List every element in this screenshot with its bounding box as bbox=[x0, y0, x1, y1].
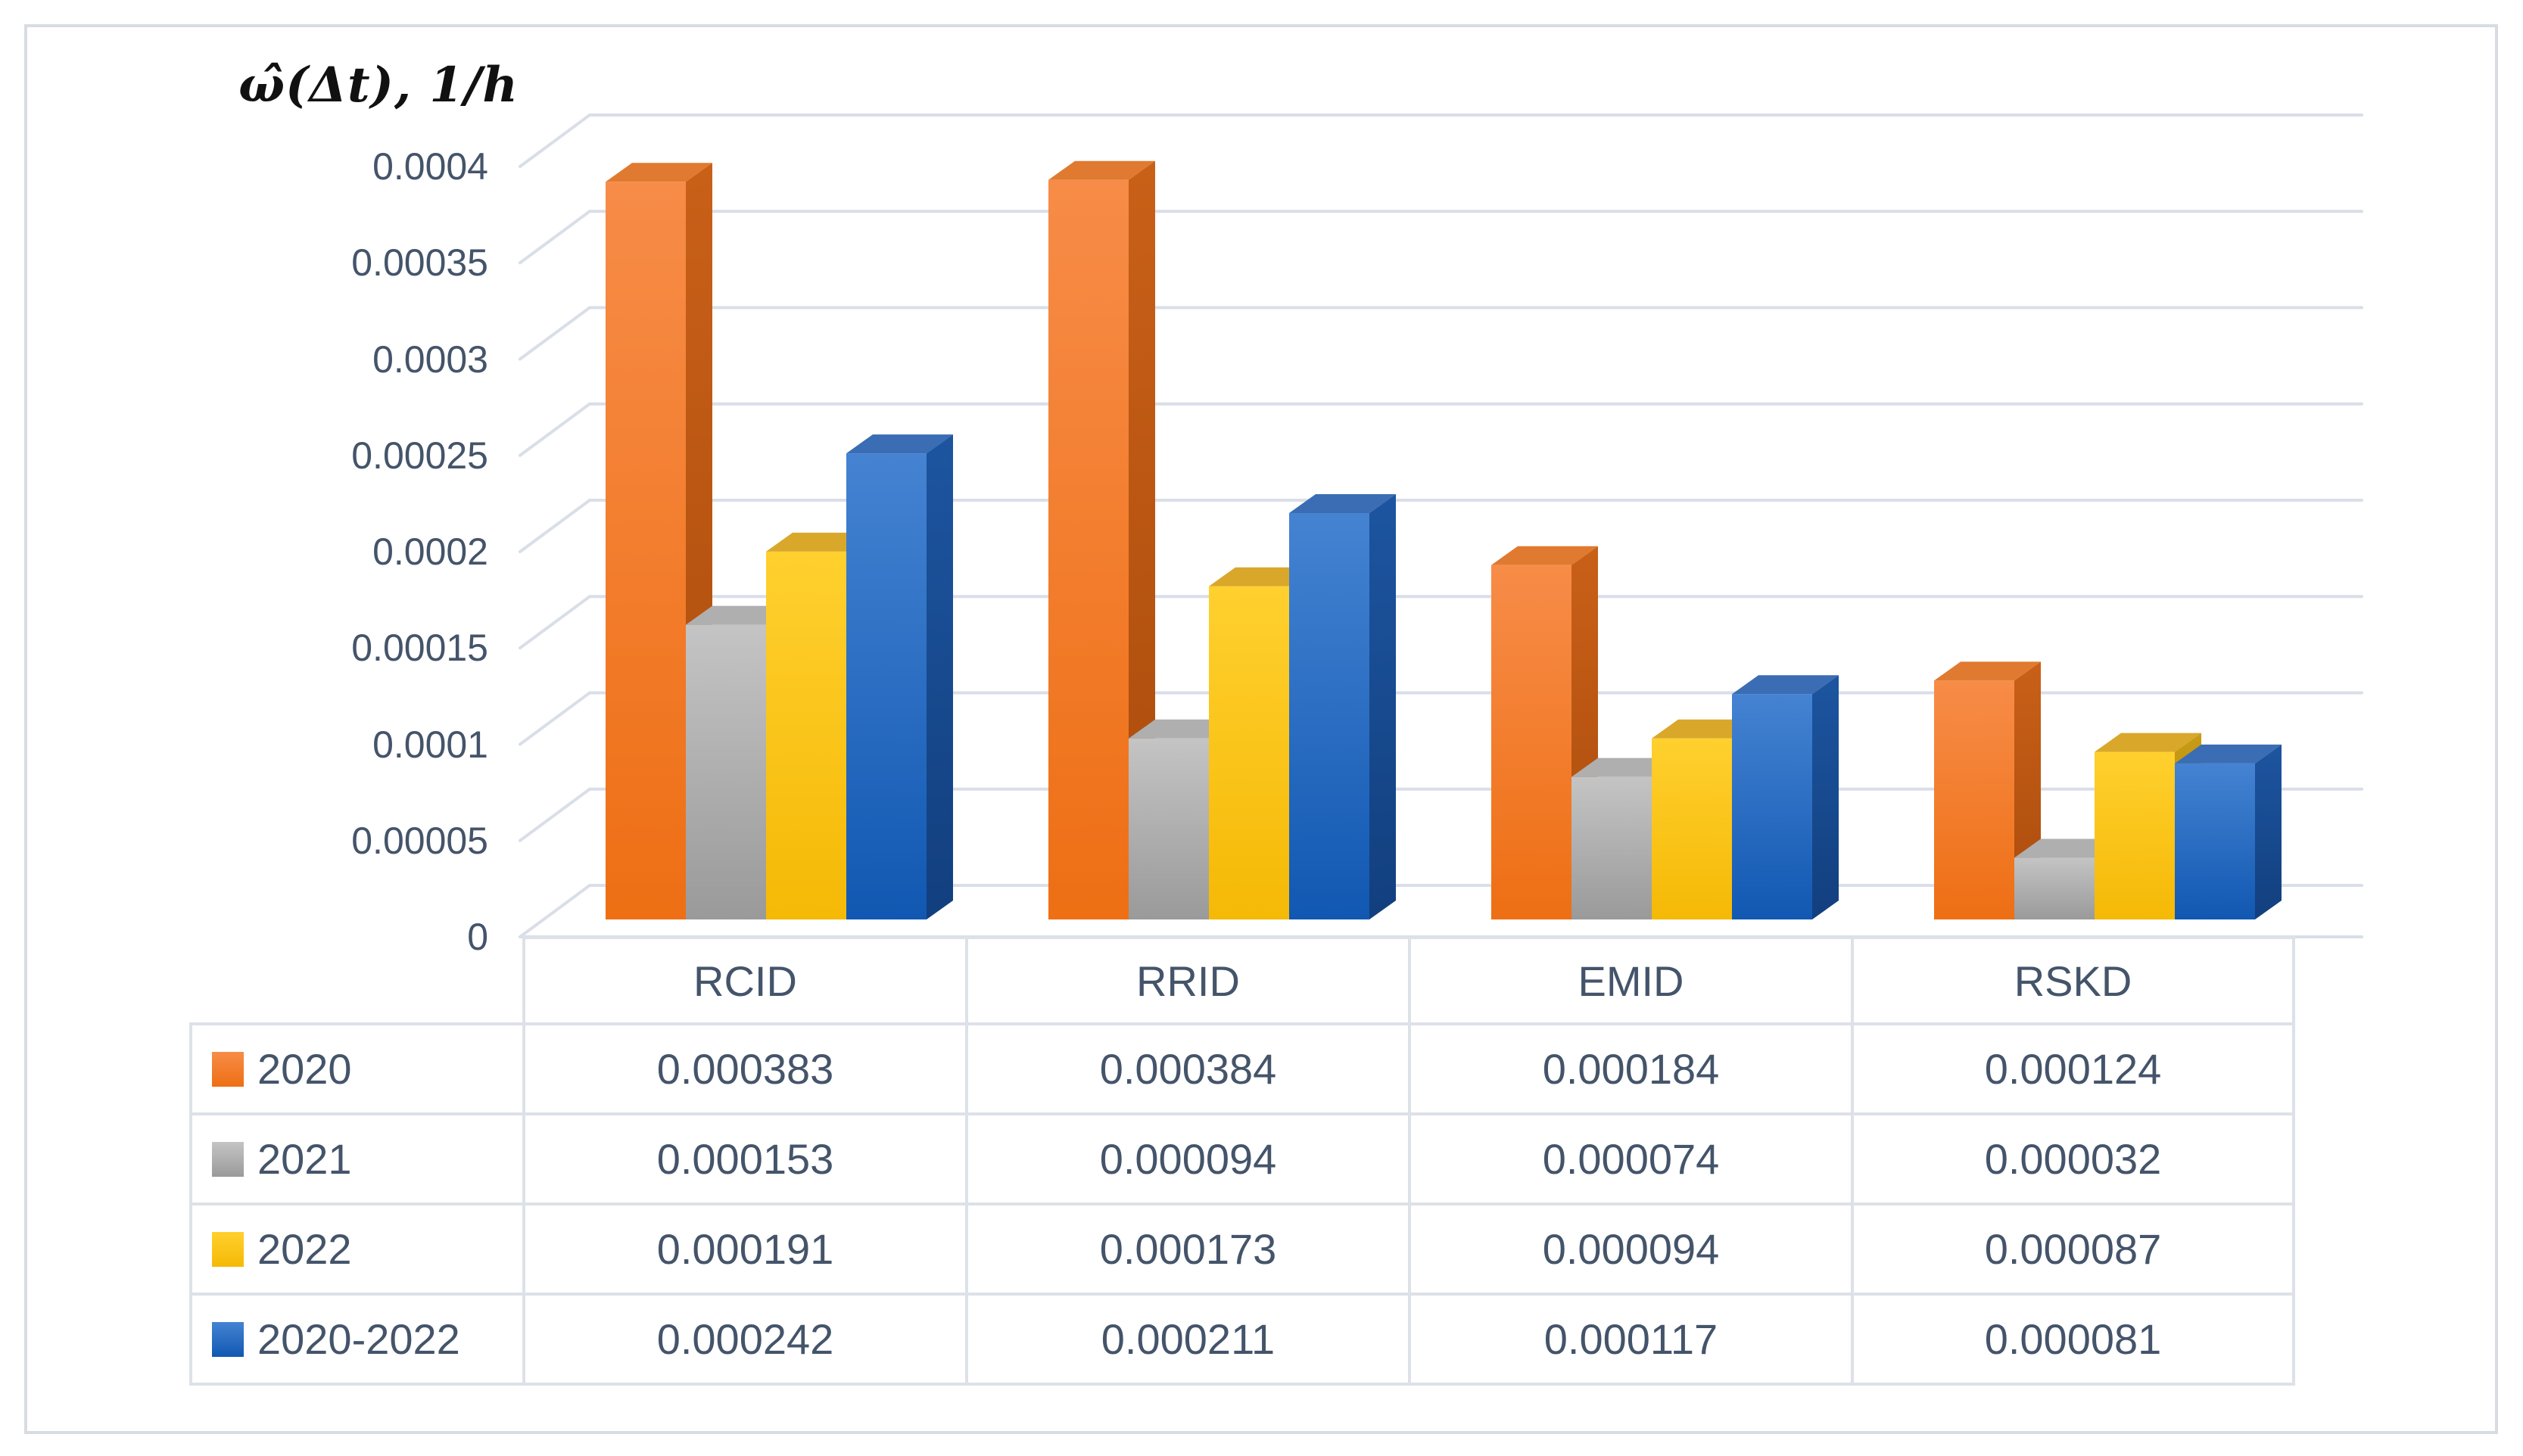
gridline-diagonal-0.0001 bbox=[519, 691, 591, 746]
bar-top-2022-RRID bbox=[1209, 567, 1316, 586]
table-row-2022: 2022 0.000191 0.000173 0.000094 0.000087 bbox=[189, 1202, 2295, 1296]
bar-2020-2022-RCID bbox=[846, 453, 927, 919]
legend-label-2020-2022: 2020-2022 bbox=[257, 1315, 460, 1363]
bar-2020-2022-RRID bbox=[1289, 513, 1369, 919]
table-corner-empty bbox=[191, 938, 524, 1024]
bar-top-2021-RSKD bbox=[2014, 838, 2121, 858]
bar-2020-2022-RSKD bbox=[2175, 763, 2255, 919]
bar-top-2022-RCID bbox=[766, 532, 873, 552]
value-cell-2021-RSKD: 0.000032 bbox=[1851, 1112, 2295, 1206]
bar-top-2020-RSKD bbox=[1934, 661, 2041, 681]
bar-2021-EMID bbox=[1571, 776, 1652, 919]
legend-swatch-2020-2022 bbox=[212, 1321, 244, 1357]
bar-2021-RCID bbox=[686, 624, 766, 919]
value-cell-2021-RCID: 0.000153 bbox=[522, 1112, 968, 1206]
table-header-row: RCID RRID EMID RSKD bbox=[191, 936, 2295, 1025]
legend-label-2020: 2020 bbox=[257, 1045, 352, 1093]
gridline-diagonal-0.0002 bbox=[519, 499, 591, 553]
bar-top-2020-2022-EMID bbox=[1732, 675, 1839, 695]
bar-2020-RSKD bbox=[1934, 680, 2014, 919]
y-tick-label-0.00005: 0.00005 bbox=[351, 819, 488, 862]
value-cell-2022-RRID: 0.000173 bbox=[965, 1202, 1411, 1296]
table-row-2020: 2020 0.000383 0.000384 0.000184 0.000124 bbox=[189, 1022, 2295, 1115]
column-header-RSKD: RSKD bbox=[1851, 936, 2295, 1025]
gridline-diagonal-0.0003 bbox=[519, 306, 591, 361]
y-tick-label-0.00015: 0.00015 bbox=[351, 627, 488, 670]
bar-side-2020-2022-RSKD bbox=[2255, 744, 2282, 919]
bar-side-2020-2022-RRID bbox=[1369, 494, 1396, 919]
gridline-diagonal-0.00035 bbox=[519, 210, 591, 265]
gridline-diagonal-0.0004 bbox=[519, 114, 591, 168]
value-cell-2020-EMID: 0.000184 bbox=[1408, 1022, 1854, 1115]
legend-label-2022: 2022 bbox=[257, 1225, 352, 1273]
bar-top-2020-2022-RSKD bbox=[2175, 744, 2282, 764]
value-cell-2020-2022-EMID: 0.000117 bbox=[1408, 1293, 1854, 1386]
column-header-RCID: RCID bbox=[522, 936, 968, 1025]
gridline-diagonal-0 bbox=[519, 884, 591, 938]
table-row-2020-2022: 2020-2022 0.000242 0.000211 0.000117 0.00008… bbox=[189, 1293, 2295, 1386]
value-cell-2020-RSKD: 0.000124 bbox=[1851, 1022, 2295, 1115]
value-cell-2022-RCID: 0.000191 bbox=[522, 1202, 968, 1296]
bar-2022-RRID bbox=[1209, 586, 1289, 919]
y-tick-label-0.0001: 0.0001 bbox=[372, 723, 488, 766]
gridline-diagonal-0.00005 bbox=[519, 787, 591, 842]
legend-cell-2020: 2020 bbox=[189, 1022, 525, 1115]
bar-top-2020-2022-RCID bbox=[846, 434, 953, 454]
bar-2020-RCID bbox=[606, 182, 686, 919]
value-cell-2022-RSKD: 0.000087 bbox=[1851, 1202, 2295, 1296]
legend-label-2021: 2021 bbox=[257, 1135, 352, 1183]
bar-top-2021-RRID bbox=[1129, 719, 1235, 739]
legend-cell-2020-2022: 2020-2022 bbox=[189, 1293, 525, 1386]
value-cell-2020-2022-RCID: 0.000242 bbox=[522, 1293, 968, 1386]
bar-top-2020-2022-RRID bbox=[1289, 494, 1396, 514]
legend-swatch-2022 bbox=[212, 1231, 244, 1267]
bar-2022-RCID bbox=[766, 551, 846, 919]
bar-top-2020-RCID bbox=[606, 163, 712, 182]
bar-side-2020-2022-EMID bbox=[1812, 675, 1839, 919]
bar-top-2021-RCID bbox=[686, 605, 793, 625]
value-cell-2020-2022-RRID: 0.000211 bbox=[965, 1293, 1411, 1386]
bar-2020-RRID bbox=[1048, 179, 1129, 920]
value-cell-2020-2022-RSKD: 0.000081 bbox=[1851, 1293, 2295, 1386]
bar-side-2020-2022-RCID bbox=[927, 434, 953, 919]
data-table: RCID RRID EMID RSKD 2020 0.000383 0.000384 0.00… bbox=[189, 936, 2295, 1386]
column-header-EMID: EMID bbox=[1408, 936, 1854, 1025]
y-axis-title: ω̂(Δt), 1/h bbox=[238, 57, 519, 114]
legend-cell-2022: 2022 bbox=[189, 1202, 525, 1296]
y-tick-label-0.0003: 0.0003 bbox=[372, 338, 488, 381]
legend-swatch-2021 bbox=[212, 1141, 244, 1177]
bar-2022-EMID bbox=[1652, 738, 1732, 919]
value-cell-2022-EMID: 0.000094 bbox=[1408, 1202, 1854, 1296]
y-tick-label-0.0002: 0.0002 bbox=[372, 530, 488, 573]
bar-2020-EMID bbox=[1491, 565, 1571, 919]
value-cell-2020-RRID: 0.000384 bbox=[965, 1022, 1411, 1115]
legend-swatch-2020 bbox=[212, 1051, 244, 1087]
bar-top-2022-RSKD bbox=[2095, 733, 2201, 752]
y-tick-label-0.0004: 0.0004 bbox=[372, 145, 488, 188]
bar-2021-RRID bbox=[1129, 738, 1209, 919]
value-cell-2021-RRID: 0.000094 bbox=[965, 1112, 1411, 1206]
bar-2020-2022-EMID bbox=[1732, 694, 1812, 919]
bar-top-2022-EMID bbox=[1652, 719, 1758, 739]
legend-cell-2021: 2021 bbox=[189, 1112, 525, 1206]
y-tick-label-0.00025: 0.00025 bbox=[351, 434, 488, 477]
bar-top-2021-EMID bbox=[1571, 758, 1678, 777]
column-header-RRID: RRID bbox=[965, 936, 1411, 1025]
gridline-diagonal-0.00015 bbox=[519, 595, 591, 650]
y-tick-label-0.00035: 0.00035 bbox=[351, 241, 488, 285]
y-tick-label-0: 0 bbox=[467, 916, 488, 958]
bar-2021-RSKD bbox=[2014, 857, 2095, 919]
table-row-2021: 2021 0.000153 0.000094 0.000074 0.000032 bbox=[189, 1112, 2295, 1206]
value-cell-2020-RCID: 0.000383 bbox=[522, 1022, 968, 1115]
bar-top-2020-EMID bbox=[1491, 546, 1598, 565]
bar-top-2020-RRID bbox=[1048, 160, 1155, 180]
bar-2022-RSKD bbox=[2095, 751, 2175, 919]
gridline-diagonal-0.00025 bbox=[519, 402, 591, 457]
value-cell-2021-EMID: 0.000074 bbox=[1408, 1112, 1854, 1206]
